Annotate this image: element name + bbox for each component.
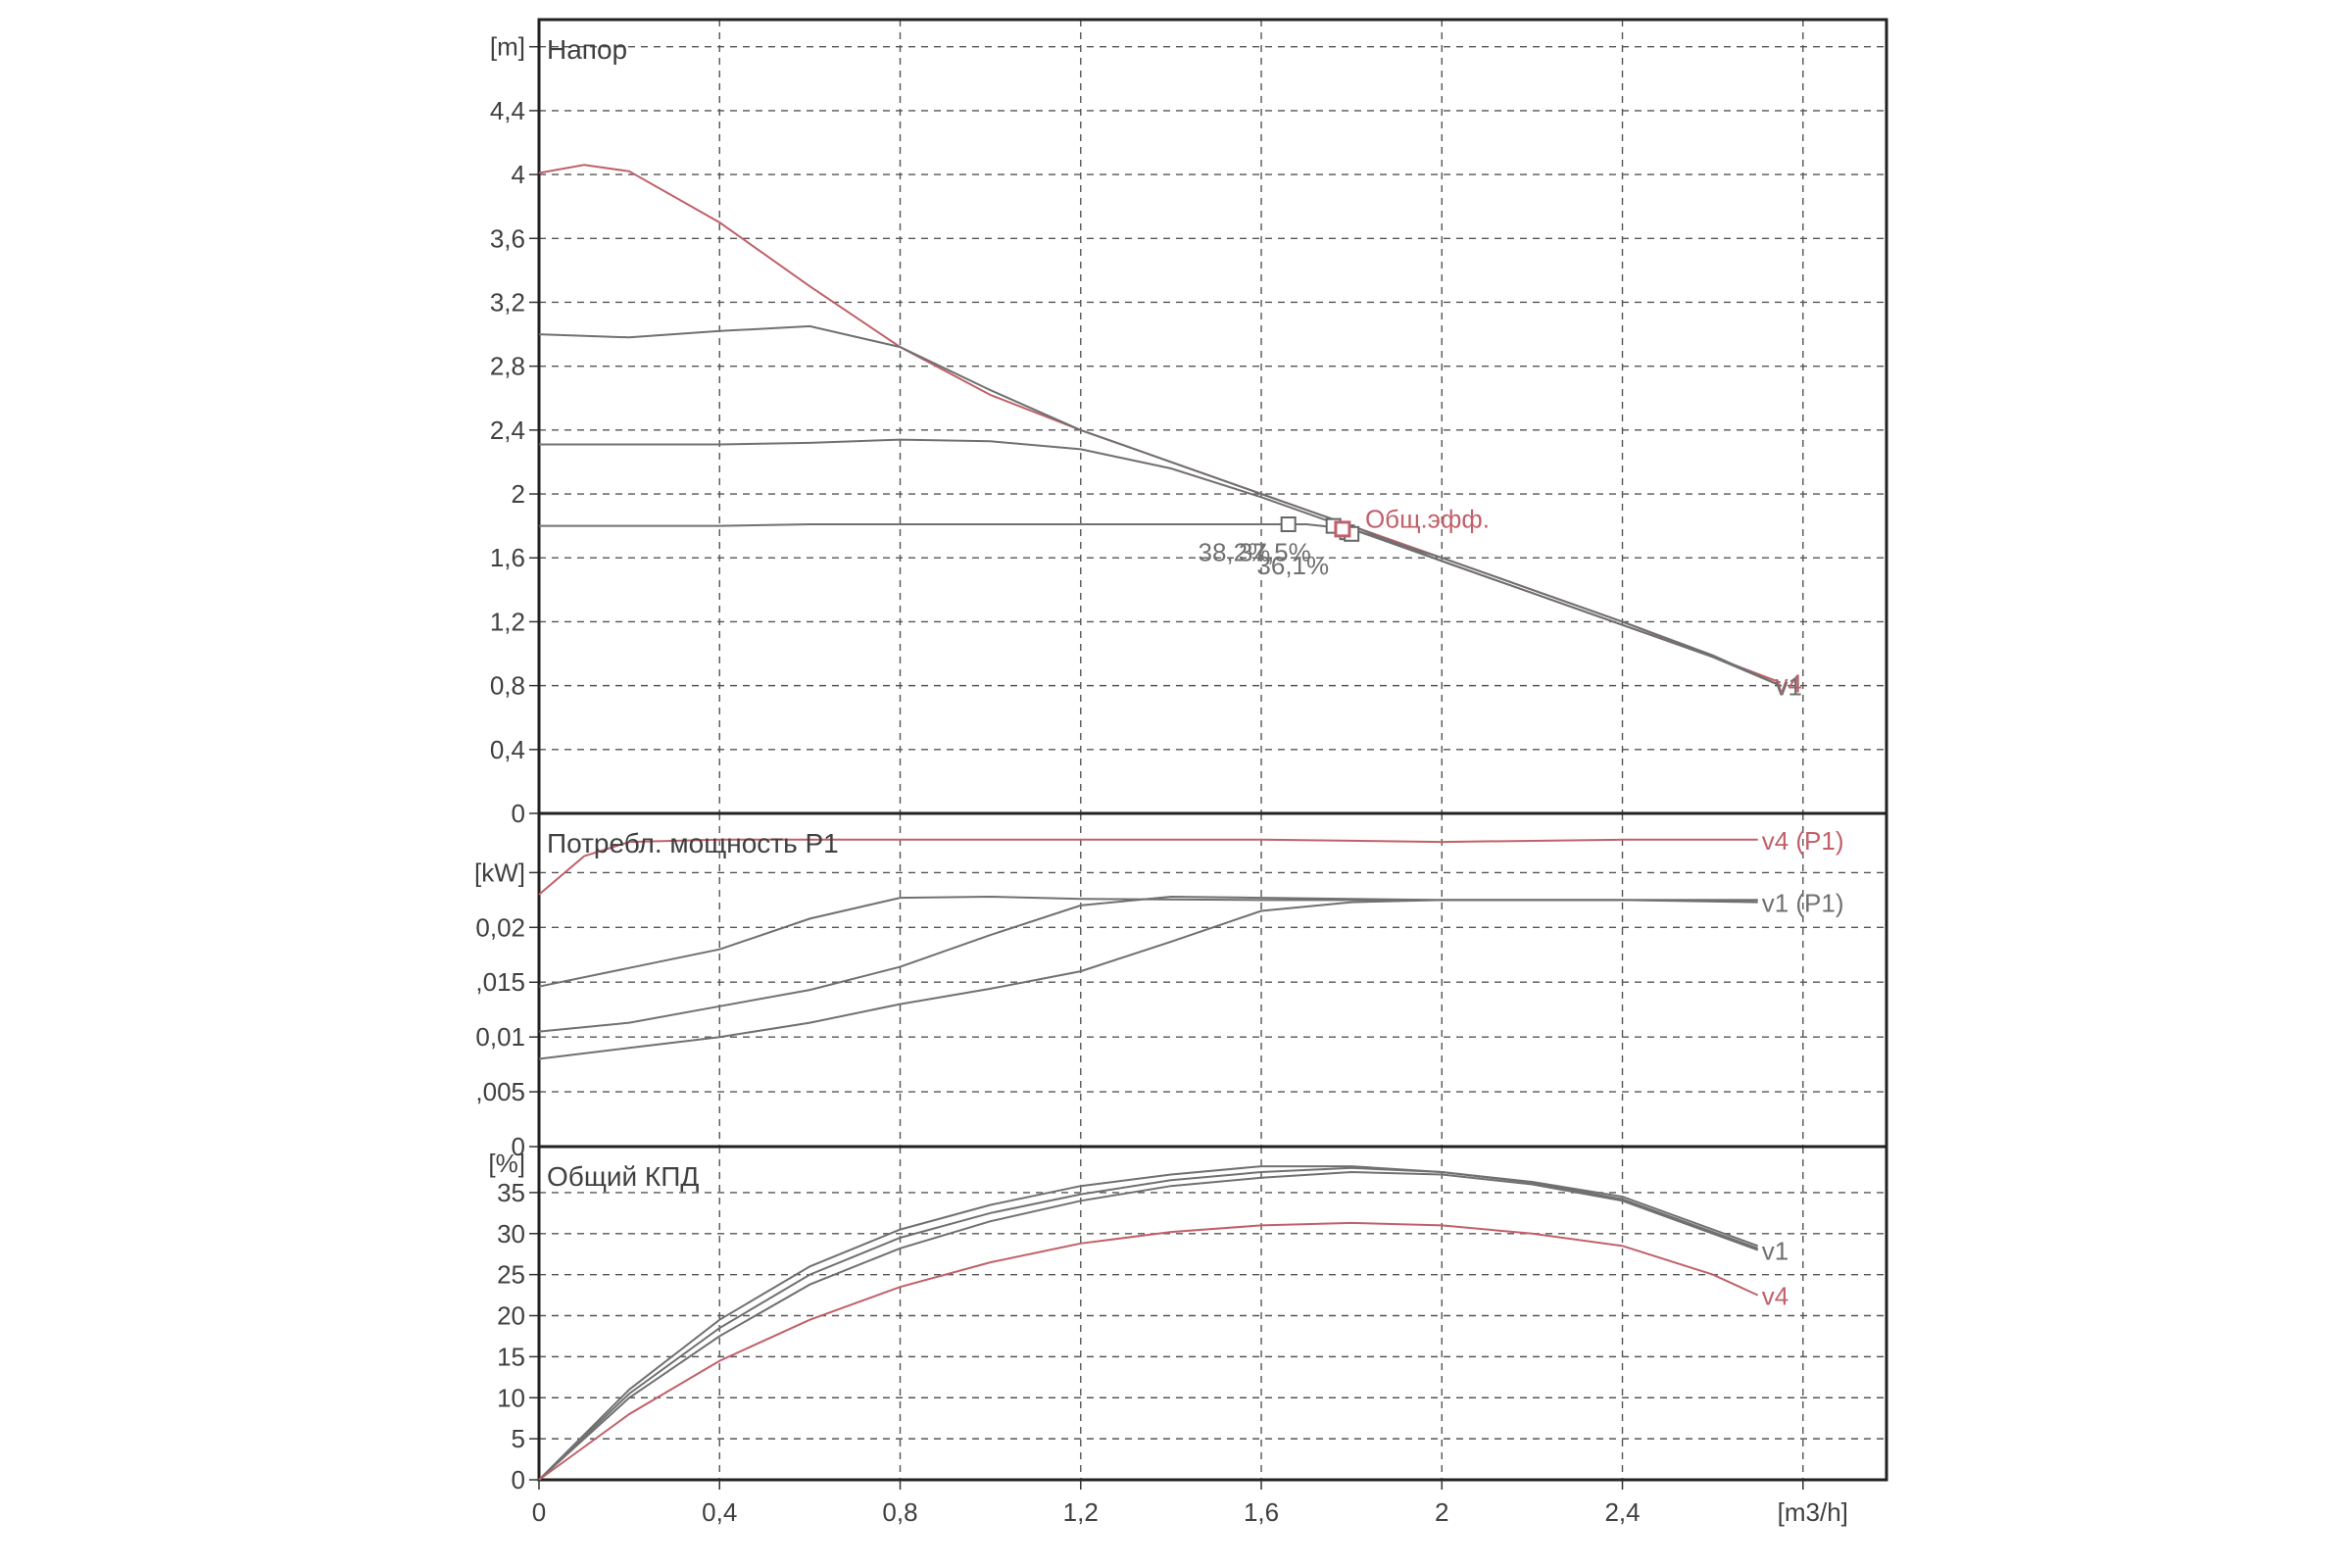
series-end-label: v1 (P1) xyxy=(1762,889,1844,918)
series-end-label: v1 xyxy=(1762,1237,1788,1266)
y-axis-unit-label: [kW] xyxy=(474,858,525,887)
y-tick-label: ,005 xyxy=(475,1077,525,1106)
y-tick-label: 25 xyxy=(497,1260,525,1290)
x-tick-label: 0,8 xyxy=(882,1497,917,1527)
y-tick-label: 10 xyxy=(497,1383,525,1412)
y-tick-label: 2,4 xyxy=(490,416,525,445)
panel-frame xyxy=(537,18,1888,815)
y-tick-label: 0,4 xyxy=(490,735,525,764)
y-tick-label: 1,2 xyxy=(490,607,525,636)
efficiency-annotation: 36,1% xyxy=(1256,551,1329,580)
y-tick-label: 0,02 xyxy=(475,912,525,942)
y-tick-label: 35 xyxy=(497,1178,525,1207)
y-axis-unit-label: [m] xyxy=(490,32,525,62)
x-tick-label: 2 xyxy=(1435,1497,1448,1527)
panel-frame xyxy=(537,1145,1888,1482)
y-tick-label: 20 xyxy=(497,1301,525,1331)
y-tick-label: 5 xyxy=(512,1424,525,1453)
efficiency-annotation: 38,2% xyxy=(1199,538,1271,567)
panel-1 xyxy=(529,18,1888,815)
panel-3 xyxy=(529,1145,1888,1490)
y-tick-label: ,015 xyxy=(475,967,525,997)
y-tick-label: 2 xyxy=(512,479,525,509)
series-line-v1p1 xyxy=(538,899,1758,1060)
panel-title: Потребл. мощность P1 xyxy=(547,828,839,858)
y-tick-label: 1,6 xyxy=(490,543,525,572)
panel-title: Напор xyxy=(547,34,627,65)
series-line-curve-3 xyxy=(539,438,1782,687)
series-end-label: v4 (P1) xyxy=(1762,826,1844,856)
series-line-v4 xyxy=(538,1221,1759,1481)
series-end-label: v4 xyxy=(1776,668,1802,698)
y-tick-label: 2,8 xyxy=(490,352,525,381)
panel-frame xyxy=(537,811,1888,1149)
y-tick-label: 0,8 xyxy=(490,671,525,701)
duty-point-marker-total xyxy=(1334,520,1351,538)
efficiency-annotation: 37,5% xyxy=(1239,538,1311,567)
x-tick-label: 0 xyxy=(532,1497,546,1527)
series-end-label: v4 xyxy=(1762,1282,1788,1311)
pump-curve-figure: 0 0,4 0,8 1,2 1,6 2 2,4 2,8 3,2 3,6 4 4,4 [m] Напор v4… xyxy=(441,0,1921,1568)
duty-point-marker xyxy=(1280,516,1297,533)
series-line-v1 xyxy=(539,523,1782,687)
y-tick-label: 4,4 xyxy=(490,96,525,125)
efficiency-annotation: Общ.эфф. xyxy=(1365,504,1490,533)
y-tick-label: 3,6 xyxy=(490,223,525,253)
y-tick-label: 3,2 xyxy=(490,287,525,317)
series-line-curve-1 xyxy=(538,1165,1759,1481)
y-tick-label: 0 xyxy=(512,799,525,828)
x-tick-label: 0,4 xyxy=(702,1497,737,1527)
pump-curve-chart-svg: 0 0,4 0,8 1,2 1,6 2 2,4 2,8 3,2 3,6 4 4,4 [m] Напор v4… xyxy=(474,18,1888,1527)
x-tick-label: 1,2 xyxy=(1063,1497,1099,1527)
panel-2 xyxy=(529,811,1888,1149)
series-line-curve-2 xyxy=(538,324,1782,687)
y-tick-label: 0 xyxy=(512,1465,525,1494)
y-tick-label: 0,01 xyxy=(475,1022,525,1052)
y-axis-unit-label: [%] xyxy=(488,1149,525,1178)
series-line-curve-3 xyxy=(538,895,1758,1033)
series-end-label: v1 xyxy=(1776,672,1802,702)
series-line-v4p1 xyxy=(538,838,1758,896)
x-tick-label: 1,6 xyxy=(1244,1497,1279,1527)
series-line-curve-2 xyxy=(538,1166,1759,1481)
y-tick-label: 15 xyxy=(497,1342,525,1371)
series-line-v4 xyxy=(538,164,1782,684)
series-line-curve-2 xyxy=(538,895,1758,988)
y-tick-label: 4 xyxy=(512,160,525,189)
series-line-v1 xyxy=(538,1170,1759,1481)
x-axis-unit-label: [m3/h] xyxy=(1778,1497,1848,1527)
x-tick-label: 2,4 xyxy=(1604,1497,1640,1527)
y-tick-label: 0 xyxy=(512,1132,525,1161)
y-tick-label: 30 xyxy=(497,1219,525,1249)
panel-title: Общий КПД xyxy=(547,1161,699,1192)
